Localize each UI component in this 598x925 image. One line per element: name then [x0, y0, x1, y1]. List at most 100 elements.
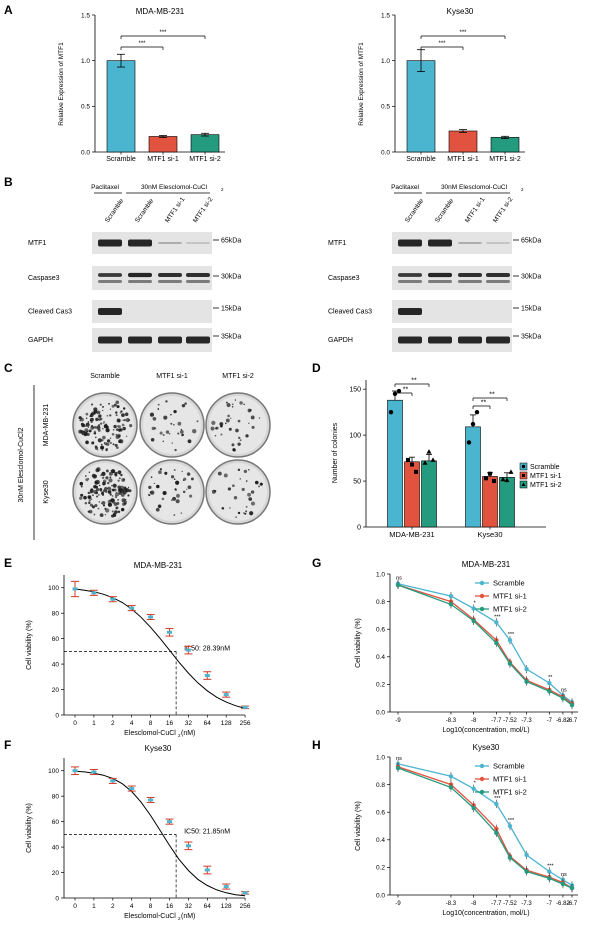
data-point: [185, 648, 191, 652]
colony-dot: [128, 489, 132, 493]
series-line: [397, 583, 573, 703]
y-tick-label: 60: [52, 636, 60, 643]
protein-band: [458, 280, 482, 283]
protein-band: [128, 280, 152, 283]
colony-dot: [237, 419, 241, 423]
x-tick-label: 16: [166, 720, 174, 727]
marker-label: 35kDa: [521, 334, 541, 341]
colony-dot: [112, 429, 115, 431]
colony-dot: [161, 497, 165, 501]
colony-dot: [237, 468, 241, 472]
colony-dot: [235, 516, 237, 518]
colony-dot: [116, 405, 120, 409]
colony-dot: [230, 417, 232, 419]
colony-dot: [104, 490, 108, 493]
data-point: [494, 640, 499, 646]
colony-dot: [105, 469, 109, 473]
colony-dot: [105, 428, 110, 433]
colony-dot: [102, 409, 104, 412]
colony-dot: [250, 501, 256, 506]
colony-dot: [95, 488, 100, 492]
lane-label: MTF1 si-1: [164, 196, 187, 224]
x-tick-label: -6.82: [556, 901, 570, 907]
colony-dot: [90, 426, 95, 430]
colony-dot: [86, 431, 88, 433]
colony-dot: [95, 468, 100, 473]
legend-marker: [479, 776, 485, 782]
colony-dot: [106, 442, 110, 446]
data-point: [242, 705, 248, 709]
colony-dot: [100, 443, 103, 446]
y-tick-label: 1.0: [376, 571, 385, 578]
colony-dot: [113, 488, 117, 492]
y-axis-label: Cell viability (%): [355, 801, 362, 851]
protein-label: Cleaved Cas3: [328, 309, 372, 316]
colony-dot: [232, 403, 234, 406]
colony-dot: [122, 407, 126, 410]
colony-dot: [107, 502, 113, 507]
legend-label: MTF1 si-1: [493, 775, 527, 784]
colony-dot: [89, 503, 93, 507]
legend-marker: [479, 763, 485, 769]
protein-band: [458, 336, 482, 344]
colony-dot: [90, 417, 94, 422]
colony-dot: [123, 500, 128, 504]
marker-label: 30kDa: [521, 274, 541, 281]
marker-label: 15kDa: [221, 306, 241, 313]
sig-label: ns: [561, 872, 567, 878]
blot-strip: [92, 266, 212, 290]
y-tick-label: 40: [52, 661, 60, 668]
data-point: [507, 661, 513, 666]
data-point: [508, 469, 514, 474]
bar: [499, 477, 515, 528]
protein-band: [428, 336, 452, 344]
colony-dot: [119, 412, 122, 414]
colony-dot: [247, 492, 252, 497]
colony-dot: [95, 491, 98, 495]
colony-dot: [94, 480, 99, 485]
protein-band: [458, 273, 482, 277]
colony-dot: [96, 425, 101, 430]
colony-dot: [95, 436, 97, 439]
colony-dot: [96, 495, 99, 498]
colony-dot: [196, 420, 199, 423]
plate-surface: [209, 463, 267, 521]
colony-dot: [118, 439, 122, 444]
colony-dot: [250, 490, 255, 494]
data-point: [500, 476, 506, 482]
y-tick-label: 0.5: [381, 104, 390, 111]
plate-row-label: Kyse30: [43, 480, 50, 503]
colony-dot: [102, 479, 107, 483]
colony-dot: [97, 438, 102, 443]
colony-dot: [90, 498, 93, 500]
data-point: [148, 615, 154, 619]
y-tick-label: 0: [55, 895, 59, 902]
data-point: [395, 765, 401, 771]
colony-dot: [101, 476, 105, 479]
ic50-label: IC50: 21.85nM: [184, 828, 230, 835]
colony-dot: [101, 491, 104, 494]
data-point: [494, 620, 499, 625]
colony-dot: [101, 439, 104, 442]
sig-label: **: [548, 675, 553, 681]
data-point: [185, 844, 191, 848]
y-tick-label: 0.8: [376, 599, 385, 606]
data-point: [167, 820, 172, 824]
legend-marker: [479, 593, 485, 599]
chart-title: MDA-MB-231: [136, 7, 185, 16]
colony-dot: [120, 507, 125, 512]
legend-label: Scramble: [493, 579, 525, 588]
colony-dot: [103, 421, 105, 423]
colony-dot: [173, 424, 175, 426]
treatment-side-label: 30nM Elesclomol-CuCl2: [18, 427, 25, 502]
colony-dot: [99, 513, 104, 517]
data-point: [524, 852, 529, 858]
colony-dot: [110, 488, 112, 490]
colony-dot: [124, 412, 129, 417]
protein-label: Cleaved Cas3: [28, 309, 72, 316]
protein-band: [186, 273, 210, 277]
colony-dot: [189, 494, 193, 498]
colony-dot: [241, 487, 245, 492]
y-tick-label: 0.0: [376, 709, 385, 716]
